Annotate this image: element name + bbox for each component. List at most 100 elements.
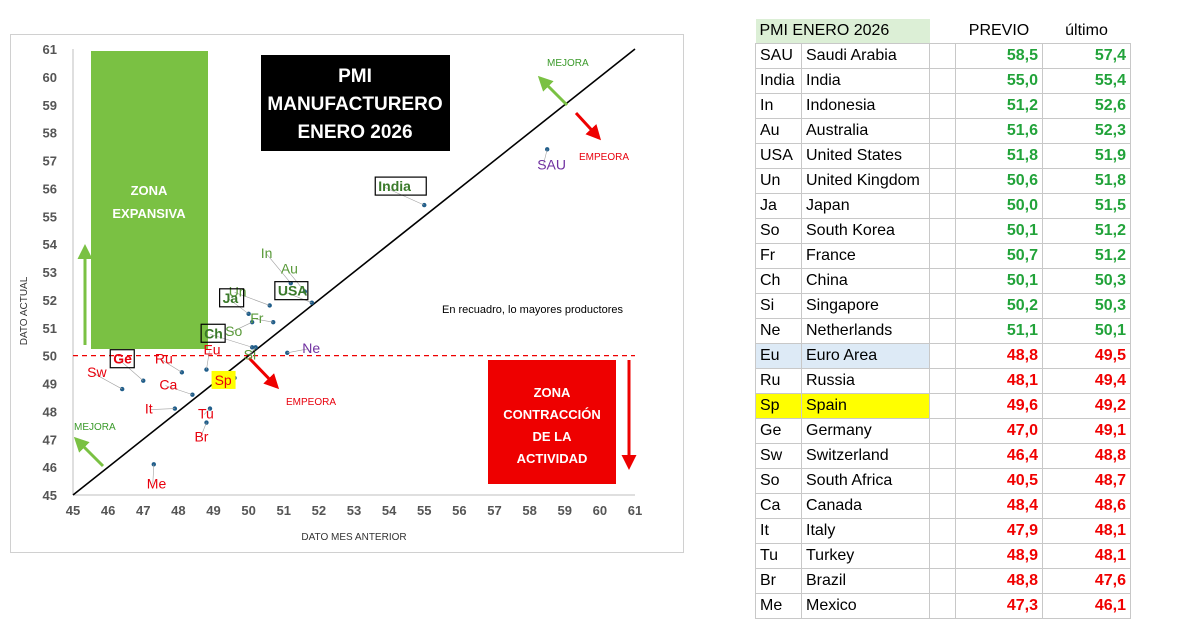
point-label-ge: Ge — [113, 351, 132, 367]
label-box — [200, 323, 226, 343]
country-name-cell: Japan — [801, 193, 930, 219]
table-row: Br Brazil 48,8 47,6 — [755, 568, 1131, 594]
country-name-cell: Netherlands — [801, 318, 930, 344]
last-value-cell: 49,2 — [1042, 393, 1131, 419]
prev-value-cell: 46,4 — [955, 443, 1043, 469]
prev-value-cell: 48,8 — [955, 568, 1043, 594]
y-tick-label: 53 — [43, 265, 57, 280]
country-name-cell: France — [801, 243, 930, 269]
x-tick-label: 52 — [312, 503, 326, 518]
prev-value-cell: 50,0 — [955, 193, 1043, 219]
x-tick-label: 57 — [487, 503, 501, 518]
leader-line — [266, 253, 292, 284]
leader-line — [210, 333, 253, 348]
last-value-cell: 48,1 — [1042, 543, 1131, 569]
country-code-cell: Tu — [755, 543, 802, 569]
leader-line — [287, 348, 309, 354]
pmi-table: PMI ENERO 2026 PREVIO último SAU Saudi Ar… — [755, 19, 1131, 619]
label-box — [109, 349, 135, 369]
expansive-zone-label: ZONA — [131, 183, 168, 198]
leader-line — [93, 372, 123, 390]
last-value-cell: 51,2 — [1042, 243, 1131, 269]
leader-line — [542, 149, 548, 166]
country-code-cell: Ch — [755, 268, 802, 294]
last-value-cell: 48,6 — [1042, 493, 1131, 519]
contraction-zone-label: ACTIVIDAD — [517, 451, 588, 466]
point-label-india: India — [378, 178, 411, 194]
prev-value-cell: 47,3 — [955, 593, 1043, 619]
leader-line — [200, 422, 207, 438]
last-value-cell: 48,1 — [1042, 518, 1131, 544]
prev-value-cell: 58,5 — [955, 43, 1043, 69]
point-label-sau: SAU — [537, 156, 566, 172]
prev-value-cell: 50,2 — [955, 293, 1043, 319]
table-row: Ca Canada 48,4 48,6 — [755, 493, 1131, 519]
country-name-cell: China — [801, 268, 930, 294]
country-name-cell: Euro Area — [801, 343, 930, 369]
leader-line — [160, 359, 183, 373]
last-value-cell: 47,6 — [1042, 568, 1131, 594]
table-row: SAU Saudi Arabia 58,5 57,4 — [755, 43, 1131, 69]
y-tick-label: 52 — [43, 293, 57, 308]
chart-title-line: MANUFACTURERO — [267, 94, 442, 115]
table-row: Tu Turkey 48,9 48,1 — [755, 543, 1131, 569]
contraction-zone-label: CONTRACCIÓN — [503, 407, 601, 422]
last-value-cell: 49,4 — [1042, 368, 1131, 394]
x-tick-label: 59 — [558, 503, 572, 518]
prev-value-cell: 48,4 — [955, 493, 1043, 519]
country-code-cell: Sw — [755, 443, 802, 469]
country-code-cell: Au — [755, 118, 802, 144]
country-name-cell: Turkey — [801, 543, 930, 569]
table-gap-cell — [929, 193, 956, 219]
last-value-cell: 55,4 — [1042, 68, 1131, 94]
table-gap-cell — [929, 593, 956, 619]
point-label-sp: Sp — [215, 372, 232, 388]
table-gap-cell — [929, 543, 956, 569]
label-box — [219, 288, 245, 308]
country-code-cell: In — [755, 93, 802, 119]
table-row: So South Korea 50,1 51,2 — [755, 218, 1131, 244]
x-tick-label: 54 — [382, 503, 397, 518]
leader-line — [231, 321, 253, 333]
table-row: Ge Germany 47,0 49,1 — [755, 418, 1131, 444]
x-tick-label: 56 — [452, 503, 466, 518]
improve-label-bottom: MEJORA — [74, 422, 116, 433]
table-header-row: PMI ENERO 2026 PREVIO último — [755, 19, 1131, 44]
point-label-ca: Ca — [159, 377, 177, 393]
country-name-cell: Australia — [801, 118, 930, 144]
prev-value-cell: 47,9 — [955, 518, 1043, 544]
country-name-cell: Singapore — [801, 293, 930, 319]
data-point-me — [151, 462, 156, 467]
y-tick-label: 61 — [43, 42, 57, 57]
country-code-cell: Ca — [755, 493, 802, 519]
table-gap-cell — [929, 268, 956, 294]
prev-value-cell: 48,8 — [955, 343, 1043, 369]
country-code-cell: It — [755, 518, 802, 544]
table-gap-cell — [929, 418, 956, 444]
chart-panel: ZONA EXPANSIVA ZONA CONTRACCIÓN DE LA ACTIVID… — [10, 34, 684, 553]
table-row: Ru Russia 48,1 49,4 — [755, 368, 1131, 394]
contraction-zone-label: ZONA — [534, 385, 571, 400]
improve-arrow-top — [537, 75, 569, 107]
y-tick-label: 58 — [43, 126, 57, 141]
prev-value-cell: 50,6 — [955, 168, 1043, 194]
point-label-ja: Ja — [223, 290, 239, 306]
country-name-cell: Spain — [801, 393, 930, 419]
col-header-prev: PREVIO — [968, 22, 1030, 39]
table-gap-cell — [929, 493, 956, 519]
expansive-zone — [91, 51, 208, 349]
label-highlight — [211, 370, 236, 389]
y-tick-label: 45 — [43, 488, 57, 503]
x-tick-label: 61 — [628, 503, 642, 518]
x-tick-label: 51 — [277, 503, 291, 518]
leader-line — [206, 350, 210, 370]
worsen-arrow-mid — [247, 356, 280, 390]
y-tick-label: 55 — [43, 209, 57, 224]
y-axis-title: DATO ACTUAL — [19, 276, 30, 345]
last-value-cell: 46,1 — [1042, 593, 1131, 619]
expansive-zone-label: EXPANSIVA — [112, 206, 186, 221]
last-value-cell: 49,5 — [1042, 343, 1131, 369]
country-code-cell: Fr — [755, 243, 802, 269]
leader-line — [249, 347, 256, 356]
x-tick-label: 47 — [136, 503, 150, 518]
